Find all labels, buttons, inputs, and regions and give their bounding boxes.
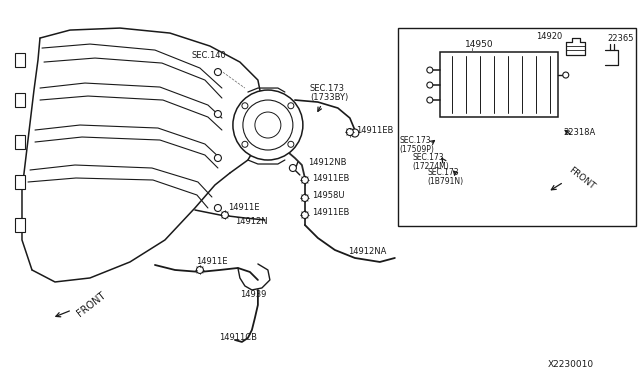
Text: SEC.173: SEC.173 bbox=[428, 167, 460, 176]
Text: 14912NA: 14912NA bbox=[348, 247, 386, 256]
Text: SEC.173: SEC.173 bbox=[310, 84, 345, 93]
Text: 14958U: 14958U bbox=[312, 192, 344, 201]
Circle shape bbox=[221, 212, 228, 218]
Circle shape bbox=[288, 103, 294, 109]
Text: 14911CB: 14911CB bbox=[219, 333, 257, 343]
Text: 22365: 22365 bbox=[608, 33, 634, 42]
Circle shape bbox=[233, 90, 303, 160]
Text: 14912NB: 14912NB bbox=[308, 157, 346, 167]
Circle shape bbox=[301, 176, 308, 183]
Text: 14911EB: 14911EB bbox=[356, 125, 393, 135]
Circle shape bbox=[214, 68, 221, 76]
Circle shape bbox=[563, 72, 569, 78]
Text: 14920: 14920 bbox=[536, 32, 562, 41]
Text: SEC.173: SEC.173 bbox=[413, 153, 444, 161]
Text: SEC.173: SEC.173 bbox=[400, 135, 431, 144]
Circle shape bbox=[214, 110, 221, 118]
Bar bbox=[15, 53, 25, 67]
Text: FRONT: FRONT bbox=[567, 165, 596, 191]
Circle shape bbox=[214, 154, 221, 161]
Circle shape bbox=[346, 128, 353, 135]
Text: 14911E: 14911E bbox=[196, 257, 227, 266]
Circle shape bbox=[214, 205, 221, 212]
Bar bbox=[15, 218, 25, 232]
Text: FRONT: FRONT bbox=[75, 290, 108, 318]
Circle shape bbox=[289, 164, 296, 171]
Text: 14939: 14939 bbox=[240, 291, 266, 299]
Circle shape bbox=[301, 212, 308, 218]
Text: 14911EB: 14911EB bbox=[312, 208, 349, 218]
Circle shape bbox=[243, 100, 293, 150]
Circle shape bbox=[288, 141, 294, 147]
Circle shape bbox=[351, 129, 359, 137]
Circle shape bbox=[196, 266, 204, 273]
Bar bbox=[398, 28, 636, 226]
Text: 14911E: 14911E bbox=[228, 203, 259, 212]
Text: 14911EB: 14911EB bbox=[312, 173, 349, 183]
Circle shape bbox=[427, 97, 433, 103]
Text: 14912N: 14912N bbox=[235, 218, 268, 227]
Circle shape bbox=[242, 103, 248, 109]
Circle shape bbox=[427, 82, 433, 88]
Circle shape bbox=[301, 195, 308, 202]
Text: 14950: 14950 bbox=[465, 39, 493, 49]
FancyBboxPatch shape bbox=[440, 52, 558, 117]
Bar bbox=[15, 175, 25, 189]
Bar bbox=[15, 135, 25, 149]
Text: (17274M): (17274M) bbox=[413, 161, 449, 170]
Text: SEC.140: SEC.140 bbox=[192, 51, 227, 60]
Bar bbox=[15, 93, 25, 107]
Text: 22318A: 22318A bbox=[564, 128, 596, 137]
Text: X2230010: X2230010 bbox=[548, 360, 594, 369]
Circle shape bbox=[427, 67, 433, 73]
Text: (17509P): (17509P) bbox=[400, 144, 435, 154]
Text: (1B791N): (1B791N) bbox=[428, 176, 464, 186]
Text: (1733BY): (1733BY) bbox=[310, 93, 348, 102]
Circle shape bbox=[242, 141, 248, 147]
Circle shape bbox=[255, 112, 281, 138]
